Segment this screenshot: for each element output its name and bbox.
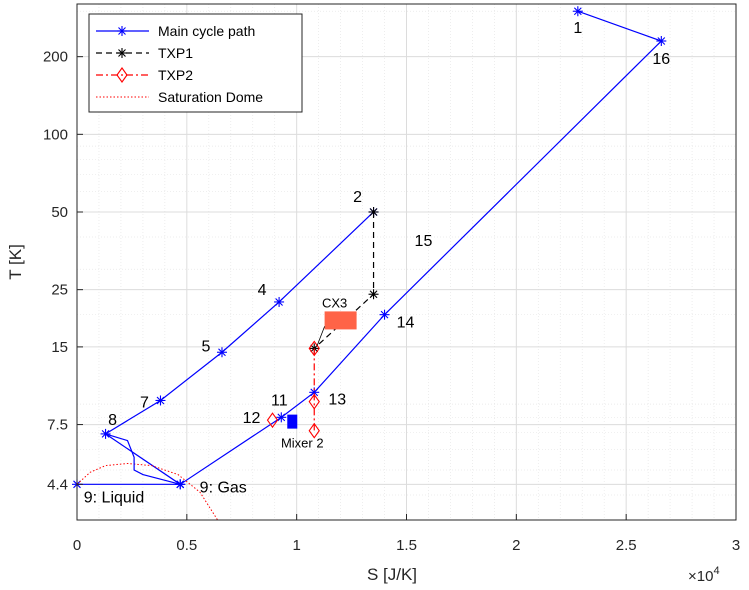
y-tick-label: 25: [51, 282, 68, 299]
data-point: [379, 309, 390, 320]
y-tick-label: 100: [43, 126, 68, 143]
x-tick-label: 2: [512, 537, 520, 554]
data-point: [276, 412, 287, 423]
y-axis-title: T [K]: [6, 244, 25, 280]
plot-area: CX3 Mixer 2 1 16 2 15 4 14 5 11 13 7 12 8 9: Gas 9: Liq…: [72, 6, 670, 521]
point-label: 2: [353, 189, 362, 206]
data-point: [117, 48, 127, 58]
point-label: 16: [652, 51, 670, 68]
x-tick-label: 0: [73, 537, 81, 554]
data-point: [368, 206, 379, 217]
mixer2-box: [287, 414, 298, 429]
legend-entry-label: TXP1: [158, 45, 193, 61]
mixer2-label: Mixer 2: [281, 436, 324, 451]
y-tick-label: 7.5: [47, 417, 68, 434]
x-axis-title: S [J/K]: [367, 565, 417, 584]
data-point: [216, 347, 227, 358]
data-point: [572, 6, 583, 17]
legend-entry-label: Main cycle path: [158, 23, 255, 39]
data-point: [266, 412, 279, 429]
data-point: [116, 67, 128, 83]
legend-box: [88, 13, 303, 113]
legend: Main cycle path TXP1 TXP2 Saturation Dome: [88, 13, 303, 113]
data-point: [274, 296, 285, 307]
x-tick-label: 0.5: [176, 537, 197, 554]
cx3-box: [324, 311, 357, 330]
x-tick-label: 3: [732, 537, 740, 554]
point-label: 1: [573, 20, 582, 37]
expansion-curve: [105, 433, 181, 485]
cx3-label: CX3: [322, 295, 347, 310]
point-label: 8: [108, 412, 117, 429]
data-point: [117, 26, 127, 36]
point-label: 13: [328, 391, 346, 408]
y-tick-label: 200: [43, 49, 68, 66]
data-point: [308, 393, 320, 410]
data-point: [368, 289, 379, 300]
data-point: [656, 36, 667, 47]
point-label: 9: Liquid: [84, 489, 145, 506]
legend-entry-label: Saturation Dome: [158, 89, 263, 105]
point-label: 12: [243, 410, 261, 427]
point-label: 9: Gas: [200, 479, 247, 496]
cx3-leader: [316, 326, 325, 346]
data-point: [308, 422, 320, 439]
y-tick-label: 15: [51, 339, 68, 356]
x-tick-label: 1: [292, 537, 300, 554]
point-label: 5: [202, 338, 211, 355]
y-tick-label: 4.4: [47, 476, 68, 493]
data-point: [155, 395, 166, 406]
point-label: 15: [415, 233, 433, 250]
point-label: 14: [397, 315, 415, 332]
data-point: [308, 340, 320, 357]
x-tick-label: 1.5: [396, 537, 417, 554]
x-tick-label: 2.5: [616, 537, 637, 554]
point-label: 4: [258, 282, 267, 299]
legend-entry-label: TXP2: [158, 67, 193, 83]
point-label: 11: [271, 392, 288, 409]
x-axis-exponent: ×104: [688, 565, 720, 585]
point-label: 7: [140, 394, 149, 411]
y-tick-label: 50: [51, 204, 68, 221]
